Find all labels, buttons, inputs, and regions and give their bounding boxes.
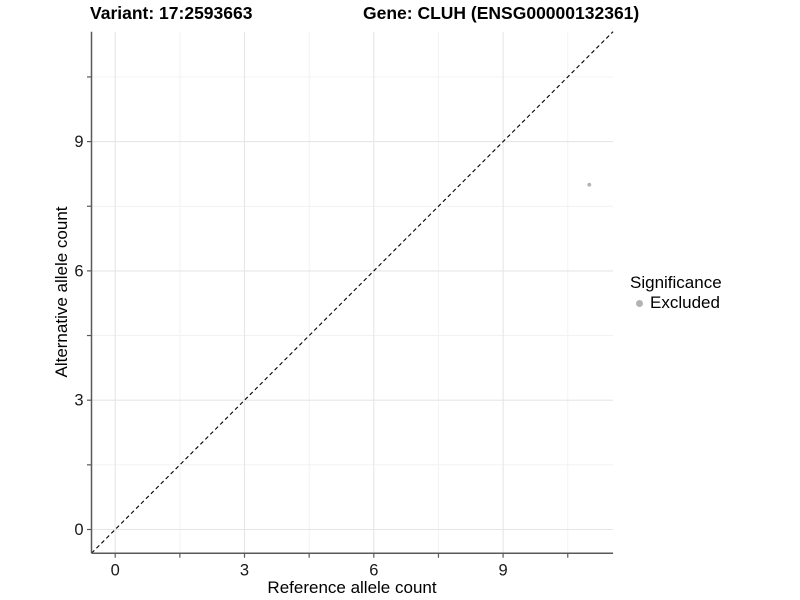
legend-point-icon (636, 299, 643, 307)
identity-dashed-line (91, 31, 614, 554)
y-axis-title: Alternative allele count (52, 206, 71, 378)
x-tick-label: 9 (499, 562, 508, 580)
legend: Significance Excluded (630, 272, 722, 313)
legend-title: Significance (630, 273, 722, 292)
y-tick-label: 3 (74, 392, 83, 410)
x-axis-title: Reference allele count (267, 578, 437, 597)
variant-title: Variant: 17:2593663 (90, 3, 253, 23)
y-tick-label: 9 (74, 133, 83, 151)
x-tick-label: 3 (240, 562, 249, 580)
y-tick-label: 6 (74, 262, 83, 280)
x-tick-label: 6 (369, 562, 378, 580)
legend-item-label: Excluded (650, 293, 720, 312)
y-tick-label: 0 (74, 521, 83, 539)
legend-item-excluded: Excluded (630, 293, 722, 313)
x-tick-label: 0 (111, 562, 120, 580)
gene-title: Gene: CLUH (ENSG00000132361) (363, 3, 640, 23)
data-point (587, 182, 592, 187)
